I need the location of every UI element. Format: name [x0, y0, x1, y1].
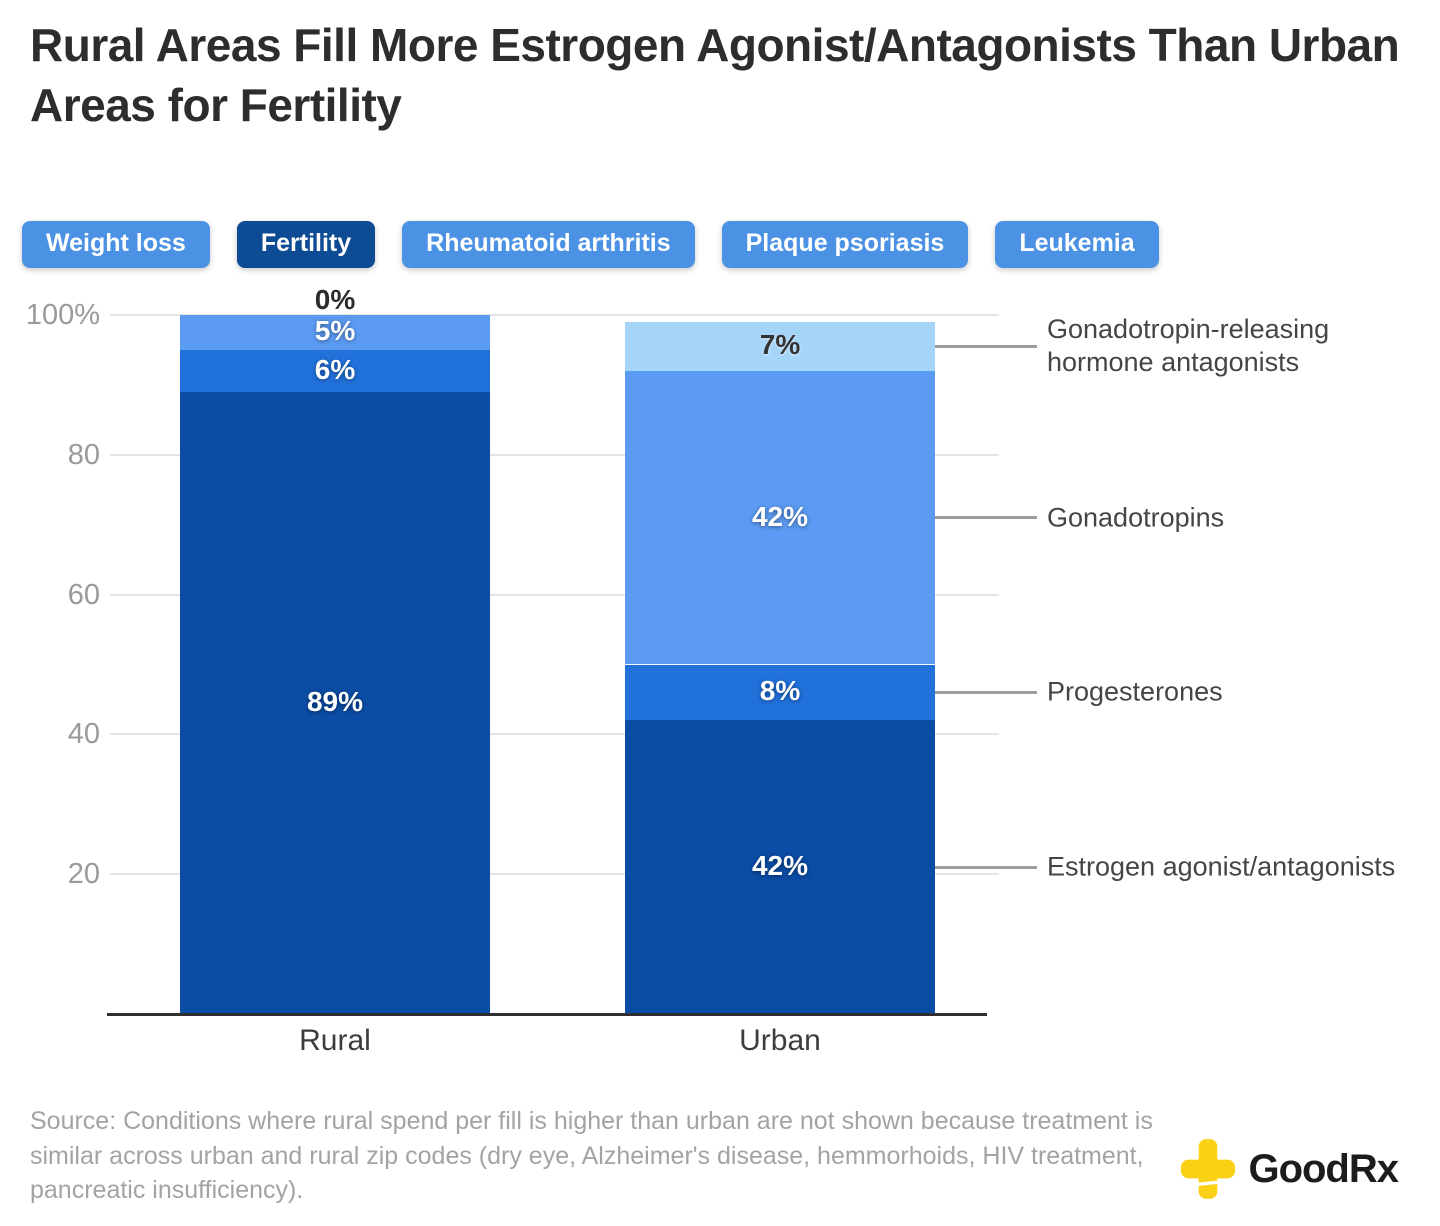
- x-axis-label-urban: Urban: [739, 1024, 821, 1057]
- goodrx-logo-text: GoodRx: [1248, 1146, 1399, 1191]
- tab-fertility[interactable]: Fertility: [236, 221, 376, 268]
- x-axis-line: [107, 1013, 987, 1016]
- rural-segment-progesterones: [180, 349, 490, 392]
- rural-segment-estrogen-agonist-antagonists-label: 89%: [306, 685, 364, 717]
- rural-segment-gonadotropins-label: 5%: [314, 315, 356, 347]
- tab-weight-loss[interactable]: Weight loss: [22, 221, 210, 268]
- urban-segment-gonadotropin-releasing-hormone-antagonists-label: 7%: [759, 329, 801, 361]
- y-axis-tick-20: 20: [67, 858, 100, 891]
- urban-segment-gonadotropins: [625, 370, 935, 665]
- x-axis-label-rural: Rural: [299, 1024, 371, 1057]
- rural-segment-estrogen-agonist-antagonists: [180, 391, 490, 1014]
- urban-segment-progesterones: [625, 664, 935, 721]
- rural-segment-progesterones-label: 6%: [314, 353, 356, 385]
- rural-segment-gonadotropins: [180, 315, 490, 350]
- gridline-20: [110, 873, 999, 876]
- y-axis-tick-40: 40: [67, 718, 100, 751]
- urban-segment-gonadotropins-label: 42%: [751, 500, 809, 532]
- legend-label-gonadotropins: Gonadotropins: [1047, 502, 1225, 533]
- goodrx-logo: GoodRx: [1180, 1138, 1399, 1200]
- goodrx-cross-icon: [1180, 1138, 1236, 1200]
- gridline-100: [110, 314, 999, 316]
- rural-segment-gonadotropin-releasing-hormone-antagonists-label: 0%: [314, 284, 356, 315]
- tab-rheumatoid-arthritis[interactable]: Rheumatoid arthritis: [402, 221, 695, 268]
- condition-tabs: Weight loss Fertility Rheumatoid arthritis…: [22, 221, 1159, 268]
- gridline-80: [110, 453, 999, 456]
- urban-segment-gonadotropin-releasing-hormone-antagonists: [625, 321, 935, 371]
- urban-segment-progesterones-label: 8%: [759, 675, 801, 707]
- legend-connector-estrogen-agonist-antagonists: [935, 865, 1037, 869]
- tab-leukemia[interactable]: Leukemia: [995, 221, 1159, 268]
- gridline-60: [110, 593, 999, 596]
- y-axis-tick-80: 80: [67, 438, 100, 471]
- gridline-40: [110, 733, 999, 736]
- urban-segment-estrogen-agonist-antagonists: [625, 720, 935, 1014]
- source-note: Source: Conditions where rural spend per…: [30, 1107, 1153, 1204]
- legend-label-progesterones: Progesterones: [1047, 676, 1223, 707]
- y-axis-tick-60: 60: [67, 578, 100, 611]
- y-axis-tick-100: 100%: [25, 299, 100, 331]
- urban-segment-estrogen-agonist-antagonists-label: 42%: [751, 850, 809, 882]
- tab-plaque-psoriasis[interactable]: Plaque psoriasis: [721, 221, 969, 268]
- legend-connector-gonadotropins: [935, 516, 1037, 520]
- legend-label-estrogen-agonist-antagonists: Estrogen agonist/antagonists: [1047, 851, 1396, 882]
- page-title: Rural Areas Fill More Estrogen Agonist/A…: [30, 19, 1400, 131]
- legend-connector-gonadotropin-releasing-hormone-antagonists: [935, 344, 1037, 348]
- legend-label-gonadotropin-releasing-hormone-antagonists: Gonadotropin-releasing hormone antagonis…: [1047, 314, 1330, 378]
- legend-connector-progesterones: [935, 690, 1037, 694]
